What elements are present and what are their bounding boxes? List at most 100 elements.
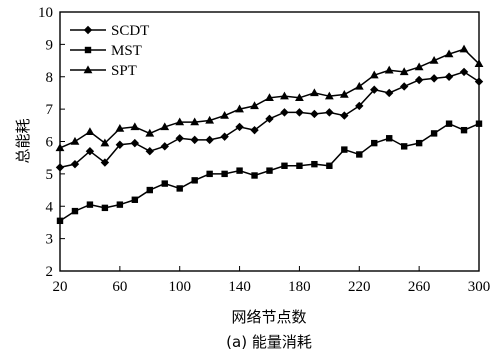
data-point-mst xyxy=(445,120,453,127)
y-tick-label: 7 xyxy=(46,102,54,118)
data-point-scdt xyxy=(175,134,184,143)
data-point-scdt xyxy=(414,75,424,85)
data-point-scdt xyxy=(70,159,80,169)
y-tick-label: 3 xyxy=(46,232,54,248)
data-point-spt xyxy=(205,115,215,124)
data-point-mst xyxy=(86,201,94,208)
y-tick-label: 10 xyxy=(38,5,53,21)
data-point-spt xyxy=(250,101,259,110)
series-mst xyxy=(56,120,483,225)
data-point-spt xyxy=(160,122,170,131)
series-spt xyxy=(55,44,484,152)
data-point-mst xyxy=(460,126,468,134)
data-point-scdt xyxy=(100,158,110,167)
y-tick-label: 5 xyxy=(46,167,54,183)
data-point-spt xyxy=(339,89,349,98)
data-point-scdt xyxy=(235,122,244,132)
y-tick-label: 6 xyxy=(46,135,54,151)
legend-marker-spt xyxy=(83,65,93,74)
y-tick-label: 2 xyxy=(46,264,54,280)
x-tick-label: 300 xyxy=(468,279,491,295)
x-tick-label: 20 xyxy=(53,279,68,295)
x-axis-label: 网络节点数 xyxy=(231,308,306,326)
legend-label-mst: MST xyxy=(111,43,142,59)
y-tick-label: 4 xyxy=(46,199,54,215)
data-point-scdt xyxy=(340,111,349,120)
data-point-spt xyxy=(295,93,304,101)
data-point-spt xyxy=(145,128,155,137)
legend-entry-scdt: SCDT xyxy=(70,23,149,39)
data-point-scdt xyxy=(310,109,319,119)
plot-frame xyxy=(59,11,480,272)
x-tick-label: 180 xyxy=(288,279,311,295)
data-point-mst xyxy=(430,130,438,137)
data-point-scdt xyxy=(250,125,259,135)
data-point-spt xyxy=(220,111,230,119)
legend-entry-mst: MST xyxy=(70,43,142,59)
data-point-scdt xyxy=(429,74,439,83)
data-point-spt xyxy=(429,55,439,64)
data-point-scdt xyxy=(459,67,469,77)
data-point-mst xyxy=(386,135,393,142)
legend-marker-scdt xyxy=(83,25,93,35)
data-point-scdt xyxy=(280,108,289,117)
data-point-mst xyxy=(266,167,273,174)
data-point-scdt xyxy=(370,85,379,94)
data-point-mst xyxy=(71,207,79,215)
data-point-scdt xyxy=(399,82,409,91)
data-point-spt xyxy=(399,67,409,76)
data-point-mst xyxy=(221,170,228,178)
x-tick-label: 60 xyxy=(112,279,127,295)
data-point-spt xyxy=(100,138,110,147)
data-point-mst xyxy=(281,162,288,169)
y-axis-label: 总能耗 xyxy=(14,118,32,163)
x-tick-label: 100 xyxy=(168,279,191,295)
series-layer xyxy=(55,44,484,225)
tick-layer: 20 60 100 140 180 220 260 300 2 3 4 5 6 7 8 9 10 xyxy=(38,5,490,295)
data-point-mst xyxy=(56,217,64,225)
data-point-mst xyxy=(236,167,243,174)
data-point-spt xyxy=(190,117,200,126)
data-point-mst xyxy=(161,180,168,187)
data-point-mst xyxy=(146,186,153,194)
data-point-spt xyxy=(459,44,469,53)
data-point-scdt xyxy=(205,135,214,145)
data-point-scdt xyxy=(145,147,154,156)
data-point-spt xyxy=(414,62,424,71)
data-point-spt xyxy=(130,122,140,131)
legend-label-scdt: SCDT xyxy=(111,23,149,39)
data-point-scdt xyxy=(130,138,140,148)
series-scdt xyxy=(55,67,484,172)
data-point-scdt xyxy=(160,142,169,151)
data-point-mst xyxy=(415,139,423,147)
data-point-mst xyxy=(371,139,378,147)
data-point-spt xyxy=(474,59,484,67)
data-point-spt xyxy=(369,70,379,79)
data-point-mst xyxy=(131,196,139,203)
data-point-mst xyxy=(101,204,109,212)
data-point-mst xyxy=(191,177,198,184)
legend: SCDT MST SPT xyxy=(70,23,149,79)
data-point-mst xyxy=(206,170,213,178)
data-point-mst xyxy=(176,185,183,192)
data-point-scdt xyxy=(220,132,229,141)
data-point-mst xyxy=(400,143,408,150)
data-point-spt xyxy=(280,91,289,100)
data-point-mst xyxy=(326,162,333,169)
data-point-spt xyxy=(324,91,334,100)
data-point-spt xyxy=(384,65,394,74)
data-point-spt xyxy=(55,143,65,152)
y-tick-label: 8 xyxy=(46,70,54,86)
data-point-scdt xyxy=(355,101,364,111)
data-point-mst xyxy=(116,201,124,208)
data-point-spt xyxy=(265,93,274,101)
data-point-mst xyxy=(251,172,258,179)
data-point-spt xyxy=(309,88,319,97)
data-point-spt xyxy=(354,81,364,90)
chart-title: (a) 能量消耗 xyxy=(226,333,312,351)
data-point-scdt xyxy=(474,77,484,86)
data-point-mst xyxy=(311,160,318,168)
data-point-mst xyxy=(356,151,363,158)
legend-label-spt: SPT xyxy=(111,63,137,79)
